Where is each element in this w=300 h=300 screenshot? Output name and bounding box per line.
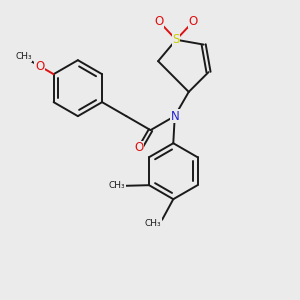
Text: O: O bbox=[134, 141, 144, 154]
Text: O: O bbox=[189, 15, 198, 28]
Text: O: O bbox=[154, 15, 164, 28]
Text: CH₃: CH₃ bbox=[109, 181, 126, 190]
Text: S: S bbox=[172, 33, 180, 46]
Text: CH₃: CH₃ bbox=[145, 219, 162, 228]
Text: O: O bbox=[35, 60, 44, 73]
Text: N: N bbox=[170, 110, 179, 123]
Text: CH₃: CH₃ bbox=[15, 52, 32, 61]
